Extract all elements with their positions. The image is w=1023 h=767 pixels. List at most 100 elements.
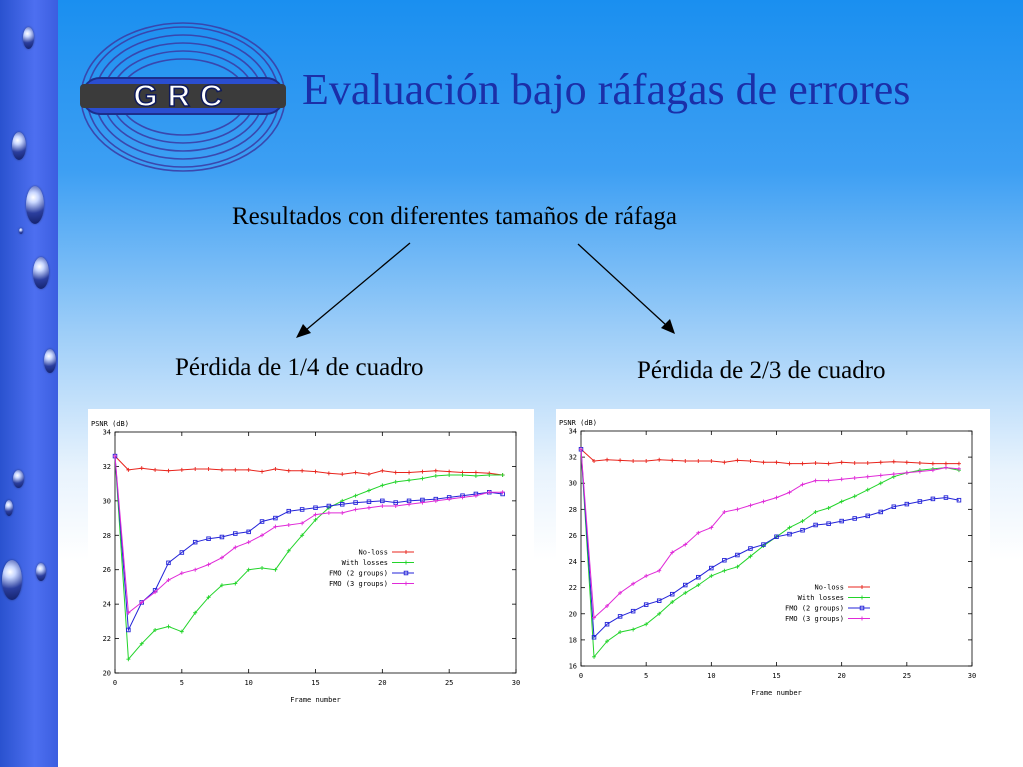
data-point: [618, 458, 623, 463]
water-drop-icon: [2, 560, 22, 600]
data-point: [683, 582, 688, 588]
x-tick-label: 30: [968, 672, 976, 680]
grc-logo: GRC: [80, 22, 286, 172]
data-point: [179, 550, 185, 555]
data-point: [943, 465, 948, 470]
data-point: [722, 460, 727, 465]
data-point: [300, 468, 305, 473]
data-point: [709, 565, 714, 571]
data-point: [233, 545, 238, 550]
data-point: [313, 469, 318, 474]
data-point: [826, 478, 831, 483]
data-point: [787, 461, 792, 466]
y-tick-label: 32: [569, 454, 577, 462]
series-line: [114, 456, 503, 614]
data-point: [800, 527, 805, 533]
data-point: [420, 476, 425, 481]
x-tick-label: 5: [644, 672, 648, 680]
data-point: [604, 621, 610, 627]
data-point: [605, 457, 610, 462]
data-point: [326, 510, 331, 515]
y-tick-label: 22: [569, 584, 577, 592]
legend-label: FMO (2 groups): [329, 570, 388, 578]
data-point: [891, 504, 897, 509]
data-point: [839, 460, 844, 465]
data-point: [813, 509, 818, 514]
data-point: [657, 568, 662, 573]
data-point: [487, 473, 492, 478]
legend-marker: [404, 550, 408, 554]
data-point: [286, 468, 291, 473]
data-point: [852, 460, 857, 465]
data-point: [787, 490, 792, 495]
data-point: [299, 507, 305, 512]
data-point: [246, 540, 251, 545]
data-point: [246, 529, 251, 535]
data-point: [735, 458, 740, 463]
data-point: [930, 468, 935, 473]
data-point: [246, 467, 251, 472]
data-point: [260, 469, 265, 474]
data-point: [179, 629, 184, 634]
data-point: [956, 466, 961, 471]
data-point: [644, 622, 649, 627]
x-tick-label: 15: [311, 679, 319, 687]
chart-svg-right: PSNR (dB) Frame number 16 18 20 22 24 26 28 30 32 3…: [559, 419, 976, 697]
water-drop-icon: [33, 257, 49, 289]
x-tick-label: 0: [113, 679, 117, 687]
data-point: [617, 614, 623, 619]
data-point: [787, 525, 792, 530]
data-point: [592, 459, 597, 464]
data-point: [800, 519, 805, 524]
data-point: [313, 517, 318, 522]
y-axis-label: PSNR (dB): [91, 420, 129, 428]
data-point: [500, 473, 505, 478]
data-point: [366, 499, 372, 504]
data-point: [839, 499, 844, 504]
data-point: [878, 481, 883, 486]
data-point: [139, 641, 144, 646]
y-tick-label: 26: [103, 566, 111, 574]
data-point: [643, 602, 649, 607]
y-tick-label: 30: [103, 497, 111, 505]
data-point: [631, 459, 636, 464]
data-point: [826, 506, 831, 511]
legend-marker: [859, 605, 865, 611]
data-point: [748, 503, 753, 508]
data-point: [891, 472, 896, 477]
x-tick-label: 10: [244, 679, 252, 687]
data-point: [852, 494, 857, 499]
series-line: [580, 449, 960, 639]
data-point: [618, 630, 623, 635]
data-point: [260, 565, 265, 570]
data-point: [930, 496, 936, 502]
data-point: [433, 468, 438, 473]
y-tick-label: 34: [569, 428, 577, 436]
plot-frame: [114, 431, 517, 674]
data-point: [340, 510, 345, 515]
series-line: [114, 456, 503, 632]
legend-marker: [860, 585, 864, 589]
data-point: [878, 509, 884, 515]
data-point: [656, 598, 662, 603]
data-point: [246, 567, 251, 572]
legend-marker: [860, 595, 864, 600]
data-point: [233, 531, 238, 536]
data-point: [260, 533, 265, 538]
data-point: [930, 461, 935, 466]
series-line: [114, 455, 503, 476]
data-point: [722, 557, 727, 563]
data-point: [353, 493, 358, 498]
chart-svg-left: PSNR (dB) Frame number 20 22 24 26 28 30 32 34 0 5 1…: [91, 420, 520, 704]
legend-label: With losses: [342, 559, 388, 567]
x-tick-label: 20: [837, 672, 845, 680]
data-point: [722, 568, 727, 573]
data-point: [748, 546, 753, 551]
data-point: [943, 495, 949, 500]
data-point: [380, 468, 385, 473]
data-point: [179, 571, 184, 576]
data-point: [233, 467, 238, 472]
data-point: [286, 508, 292, 514]
data-point: [366, 505, 371, 510]
data-point: [761, 460, 766, 465]
